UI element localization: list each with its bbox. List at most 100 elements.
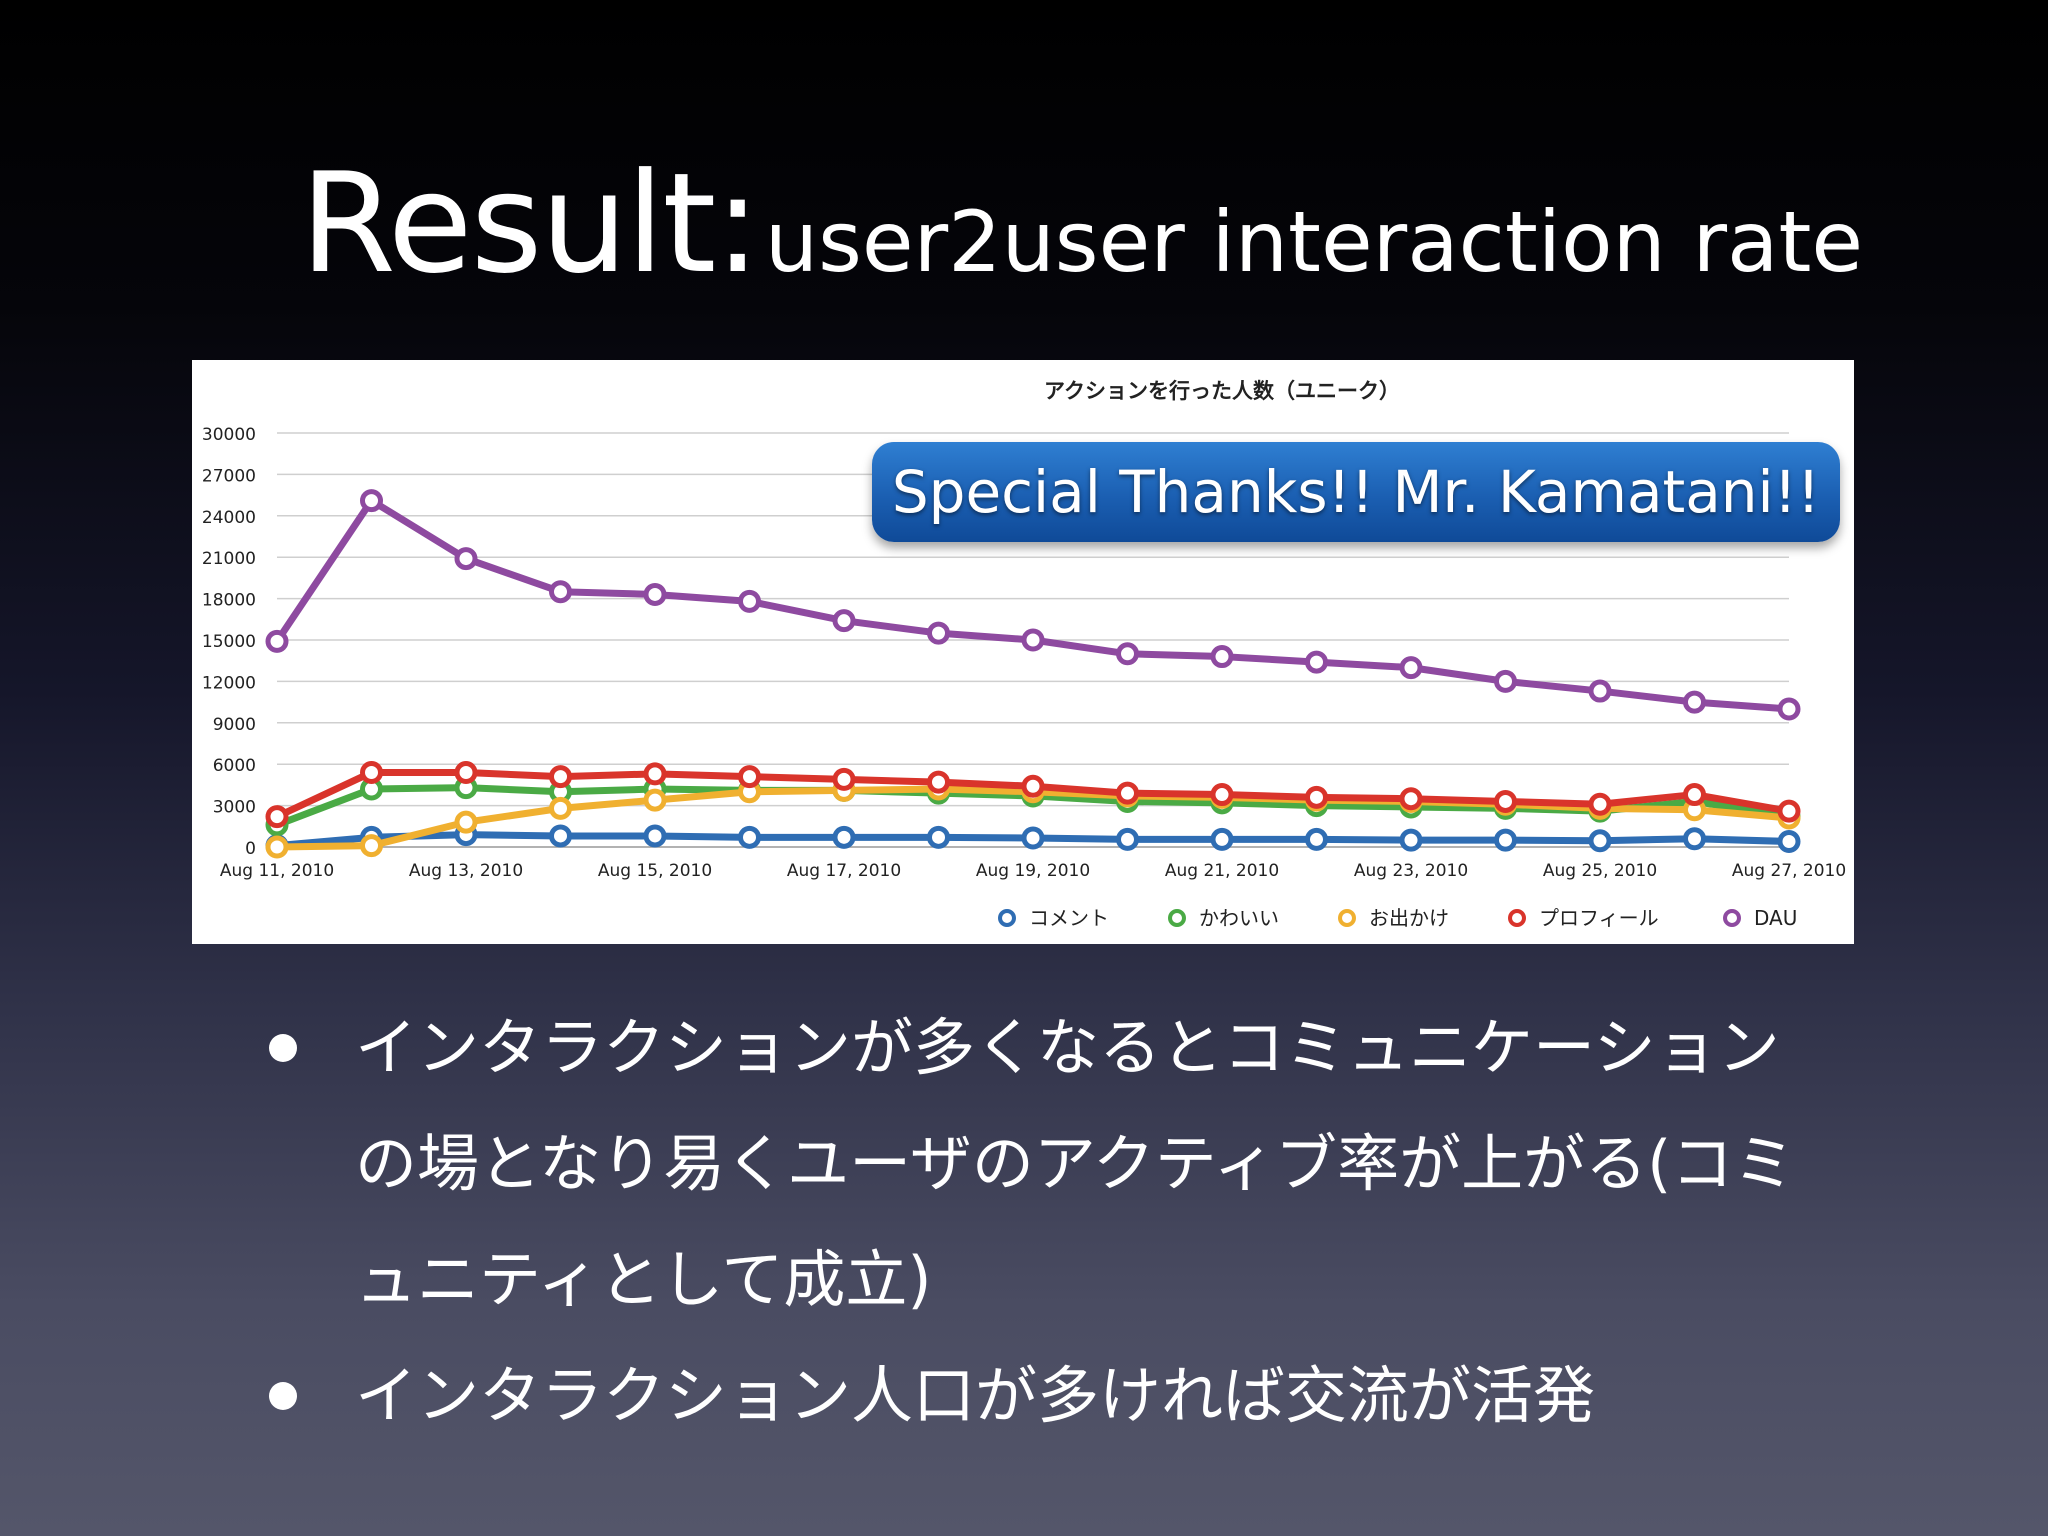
data-point	[1399, 828, 1423, 852]
grid-layer	[277, 432, 1789, 848]
x-tick-label: Aug 19, 2010	[976, 861, 1090, 881]
data-point	[1116, 781, 1139, 805]
data-point	[738, 825, 761, 849]
x-tick-label: Aug 15, 2010	[598, 861, 712, 881]
data-point	[1777, 799, 1801, 823]
data-point	[1494, 669, 1517, 693]
data-point	[1588, 829, 1612, 853]
legend-label: お出かけ	[1369, 906, 1449, 930]
data-point	[360, 760, 383, 784]
bullet-list: インタラクションが多くなるとコミュニケーションの場となり易くユーザのアクティブ率…	[255, 990, 1815, 1454]
x-tick-label: Aug 11, 2010	[220, 861, 334, 881]
special-thanks-text: Special Thanks!! Mr. Kamatani!!	[891, 458, 1821, 526]
legend-marker-icon	[1723, 909, 1741, 927]
data-point	[1210, 827, 1234, 851]
x-tick-label: Aug 13, 2010	[409, 861, 523, 881]
legend-marker-icon	[998, 909, 1016, 927]
data-point	[454, 547, 478, 571]
x-tick-label: Aug 21, 2010	[1165, 861, 1279, 881]
data-point	[832, 609, 856, 633]
y-tick-label: 30000	[202, 425, 256, 445]
line-chart: アクションを行った人数（ユニーク） 0 3000 6000 9000 12000 1500…	[202, 379, 1846, 930]
bullet-item: インタラクション人口が多ければ交流が活発	[255, 1338, 1815, 1454]
bullet-dot-icon	[269, 1034, 297, 1062]
x-tick-label: Aug 23, 2010	[1354, 861, 1468, 881]
data-point	[360, 489, 383, 513]
data-point	[265, 629, 289, 653]
chart-legend: コメント かわいい お出かけ プロフィール DAU	[998, 906, 1797, 930]
data-point	[1305, 650, 1328, 674]
y-tick-label: 15000	[202, 632, 256, 652]
data-point	[927, 825, 950, 849]
y-tick-label: 12000	[202, 673, 256, 693]
data-point	[1116, 827, 1139, 851]
y-tick-label: 27000	[202, 466, 256, 486]
data-point	[265, 805, 289, 829]
legend-label: DAU	[1754, 906, 1797, 930]
chart-title: アクションを行った人数（ユニーク）	[1044, 379, 1400, 403]
data-point	[1683, 827, 1706, 851]
slide-title-main: Result:	[300, 143, 761, 304]
data-point	[549, 765, 572, 789]
data-point	[643, 788, 667, 812]
legend-marker-icon	[1508, 909, 1526, 927]
data-point	[927, 621, 950, 645]
bullet-dot-icon	[269, 1382, 297, 1410]
bullet-item: インタラクションが多くなるとコミュニケーションの場となり易くユーザのアクティブ率…	[255, 990, 1815, 1338]
data-point	[265, 835, 289, 859]
legend-label: かわいい	[1199, 906, 1279, 930]
data-point	[1305, 827, 1328, 851]
data-point	[1494, 828, 1517, 852]
data-point	[1210, 645, 1234, 669]
bullet-text: インタラクション人口が多ければ交流が活発	[355, 1359, 1596, 1432]
y-tick-label: 3000	[213, 798, 256, 818]
data-point	[643, 762, 667, 786]
data-point	[738, 765, 761, 789]
bullet-text: インタラクションが多くなるとコミュニケーションの場となり易くユーザのアクティブ率…	[355, 1011, 1796, 1316]
data-point	[360, 834, 383, 858]
data-point	[643, 824, 667, 848]
axis-layer: 0 3000 6000 9000 12000 15000 18000 21000 24000 27…	[202, 425, 1846, 881]
data-point	[549, 580, 572, 604]
data-point	[549, 796, 572, 820]
y-tick-label: 18000	[202, 591, 256, 611]
data-point	[738, 589, 761, 613]
data-point	[1399, 787, 1423, 811]
series-layer	[265, 489, 1801, 859]
legend-label: コメント	[1029, 906, 1109, 930]
y-tick-label: 9000	[213, 715, 256, 735]
data-point	[1683, 783, 1706, 807]
data-point	[549, 824, 572, 848]
data-point	[1399, 656, 1423, 680]
data-point	[1777, 697, 1801, 721]
data-point	[927, 770, 950, 794]
data-point	[454, 760, 478, 784]
x-tick-label: Aug 27, 2010	[1732, 861, 1846, 881]
y-tick-label: 0	[245, 839, 256, 859]
legend-marker-icon	[1338, 909, 1356, 927]
data-point	[454, 810, 478, 834]
x-tick-label: Aug 17, 2010	[787, 861, 901, 881]
data-point	[832, 767, 856, 791]
data-point	[832, 825, 856, 849]
data-point	[1494, 789, 1517, 813]
y-tick-label: 24000	[202, 508, 256, 528]
data-point	[1116, 642, 1139, 666]
y-tick-label: 21000	[202, 549, 256, 569]
slide-title: Result:user2user interaction rate	[300, 155, 1863, 293]
data-point	[643, 582, 667, 606]
data-point	[1683, 690, 1706, 714]
data-point	[1021, 628, 1045, 652]
legend-marker-icon	[1168, 909, 1186, 927]
data-point	[1588, 679, 1612, 703]
data-point	[1777, 829, 1801, 853]
data-point	[1021, 774, 1045, 798]
x-tick-label: Aug 25, 2010	[1543, 861, 1657, 881]
data-point	[1588, 792, 1612, 816]
slide-title-sub: user2user interaction rate	[764, 193, 1864, 291]
legend-label: プロフィール	[1539, 906, 1659, 930]
special-thanks-callout: Special Thanks!! Mr. Kamatani!!	[872, 442, 1840, 542]
data-point	[1021, 826, 1045, 850]
data-point	[1305, 785, 1328, 809]
y-tick-label: 6000	[213, 756, 256, 776]
